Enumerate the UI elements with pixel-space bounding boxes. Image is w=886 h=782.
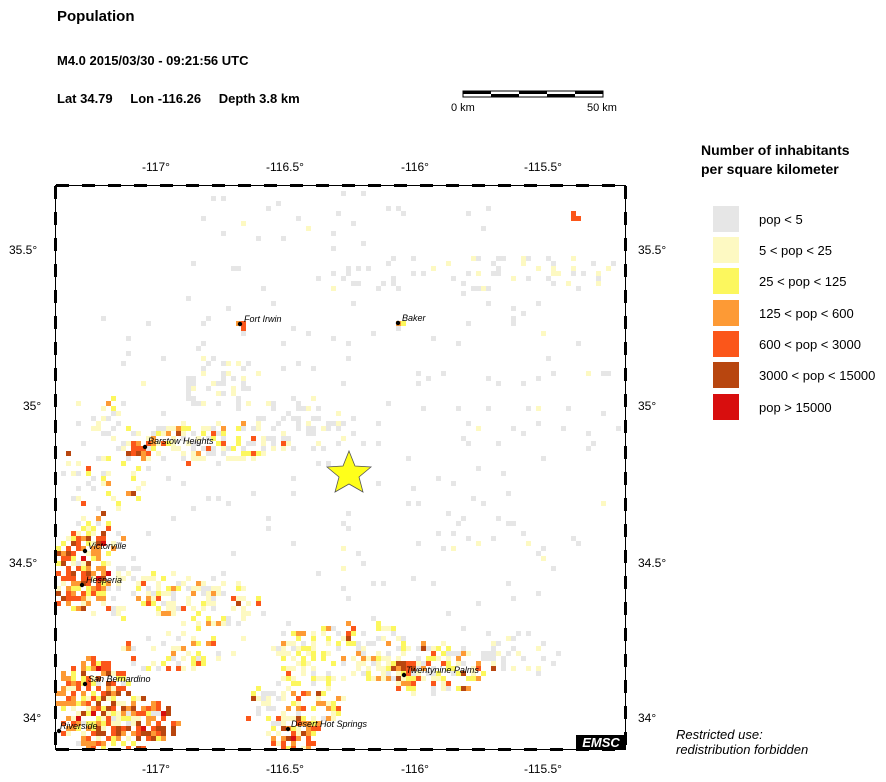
place-dot <box>82 681 88 687</box>
legend-swatch <box>713 237 739 263</box>
legend-swatch <box>713 362 739 388</box>
place-dot <box>401 672 407 678</box>
lat-tick-right: 35° <box>638 399 657 413</box>
place-label: Hesperia <box>86 575 123 585</box>
lat-tick-right: 34.5° <box>638 556 667 570</box>
lat-tick-left: 34° <box>23 711 42 725</box>
legend-swatch <box>713 300 739 326</box>
lon-tick-bottom: -116° <box>401 762 429 776</box>
depth: Depth 3.8 km <box>218 91 300 106</box>
place-dot <box>82 548 88 554</box>
legend-swatch <box>713 206 739 232</box>
legend-item: 125 < pop < 600 <box>713 300 854 326</box>
lon-tick-bottom: -115.5° <box>524 762 562 776</box>
place-label: Twentynine Palms <box>406 665 479 675</box>
lon-tick-bottom: -116.5° <box>266 762 304 776</box>
lat-tick-left: 34.5° <box>9 556 38 570</box>
lon-tick-top: -115.5° <box>524 160 562 174</box>
lat-tick-right: 34° <box>638 711 657 725</box>
map-frame <box>54 184 627 751</box>
lat-tick-left: 35° <box>23 399 42 413</box>
legend-item: 25 < pop < 125 <box>713 268 846 294</box>
scale-left-label: 0 km <box>451 102 475 114</box>
place-dot <box>395 320 401 326</box>
place-label: Riverside <box>60 721 98 731</box>
place-dot <box>79 582 85 588</box>
legend-item: pop < 5 <box>713 206 803 232</box>
emsc-logo <box>576 735 625 750</box>
place-dot <box>237 321 243 327</box>
lat-tick-left: 35.5° <box>9 243 38 257</box>
legend-swatch <box>713 394 739 420</box>
place-label: Fort Irwin <box>244 314 282 324</box>
legend-swatch <box>713 331 739 357</box>
place-label: Victorville <box>88 541 127 551</box>
lon-tick-bottom: -117° <box>142 762 170 776</box>
place-label: San Bernardino <box>88 674 151 684</box>
place-dot <box>142 444 148 450</box>
place-label: Baker <box>402 313 426 323</box>
legend-item: 5 < pop < 25 <box>713 237 832 263</box>
place-markers <box>56 320 407 734</box>
location-info: Lat 34.79 Lon -116.26 Depth 3.8 km <box>57 91 314 106</box>
emsc-logo-text: EMSC <box>582 735 620 750</box>
lat-tick-right: 35.5° <box>638 243 667 257</box>
lon-tick-top: -116.5° <box>266 160 304 174</box>
lon-tick-top: -116° <box>401 160 429 174</box>
longitude: Lon -116.26 <box>130 91 202 106</box>
legend-title: Number of inhabitants per square kilomet… <box>701 142 850 177</box>
legend-item: 600 < pop < 3000 <box>713 331 861 357</box>
place-dot <box>56 728 62 734</box>
latitude: Lat 34.79 <box>57 91 113 106</box>
scale-bar <box>462 90 604 98</box>
population-layer <box>56 186 625 749</box>
place-dot <box>285 726 291 732</box>
legend-item: pop > 15000 <box>713 394 832 420</box>
scale-right-label: 50 km <box>587 102 617 114</box>
map-title: Population <box>57 8 135 25</box>
usage-notice: Restricted use: redistribution forbidden <box>676 727 809 757</box>
place-label: Desert Hot Springs <box>291 719 368 729</box>
lon-tick-top: -117° <box>142 160 170 174</box>
legend-item: 3000 < pop < 15000 <box>713 362 875 388</box>
legend-swatch <box>713 268 739 294</box>
place-label: Barstow Heights <box>148 436 214 446</box>
star-icon <box>325 449 373 493</box>
event-info: M4.0 2015/03/30 - 09:21:56 UTC <box>57 53 249 68</box>
